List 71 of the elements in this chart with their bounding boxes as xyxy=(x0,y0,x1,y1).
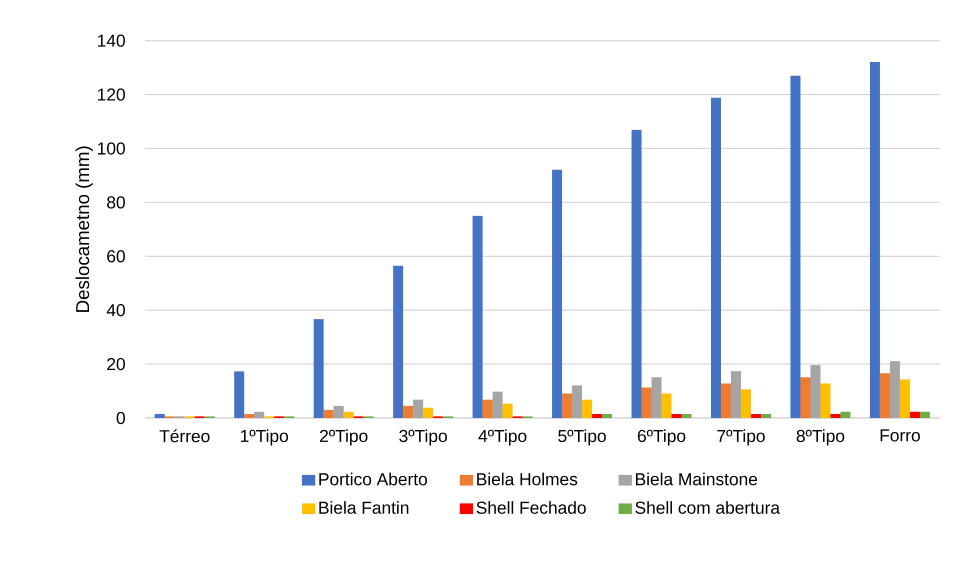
x-tick-label: Térreo xyxy=(160,429,210,442)
bar xyxy=(642,388,652,418)
bar xyxy=(910,412,920,418)
bar xyxy=(154,414,165,418)
bar xyxy=(572,385,582,418)
bar xyxy=(344,412,354,418)
bar xyxy=(870,62,880,418)
x-tick-label: 6ºTipo xyxy=(638,429,686,446)
y-tick-label: 120 xyxy=(98,88,125,101)
bar xyxy=(810,365,820,418)
bar xyxy=(314,319,324,418)
bar xyxy=(324,410,334,418)
y-tick-label: 0 xyxy=(116,412,125,424)
bar xyxy=(244,414,254,418)
bar xyxy=(890,361,900,418)
bar xyxy=(582,400,592,418)
bar xyxy=(234,371,244,418)
legend-label: Shell com abertura xyxy=(635,501,780,514)
bar xyxy=(562,393,572,418)
legend-label: Shell Fechado xyxy=(476,501,586,514)
x-tick-label: 8ºTipo xyxy=(796,429,844,446)
bar xyxy=(413,400,424,418)
legend-label: Biela Holmes xyxy=(477,472,578,486)
x-tick-label: 5ºTipo xyxy=(558,429,606,446)
legend-label: Biela Fantin xyxy=(319,501,408,514)
bar xyxy=(482,400,493,418)
y-tick-label: 40 xyxy=(106,304,125,316)
bar xyxy=(721,384,731,418)
bar xyxy=(502,404,513,418)
bar xyxy=(920,412,930,418)
x-tick-label: 1ºTipo xyxy=(240,429,288,446)
bar xyxy=(820,384,830,418)
bar xyxy=(552,170,562,418)
bar xyxy=(900,379,910,418)
y-tick-label: 60 xyxy=(107,250,125,262)
bar xyxy=(830,414,840,418)
y-tick-label: 80 xyxy=(107,196,125,209)
bar xyxy=(492,392,503,418)
bar xyxy=(662,393,672,418)
bar xyxy=(423,408,434,418)
y-tick-label: 140 xyxy=(98,34,125,47)
bar xyxy=(741,389,752,418)
bar xyxy=(393,266,404,418)
x-tick-label: Forro xyxy=(880,429,920,442)
x-tick-label: 4ºTipo xyxy=(478,429,526,446)
bar xyxy=(880,373,890,418)
bar xyxy=(682,414,692,418)
y-axis-title: Deslocametno (mm) xyxy=(75,146,93,312)
legend-label: Portico Aberto xyxy=(319,472,428,486)
bar xyxy=(592,414,602,418)
bar xyxy=(761,414,771,418)
x-tick-label: 7ºTipo xyxy=(717,429,765,446)
bar xyxy=(602,414,612,418)
bar xyxy=(711,98,721,418)
legend-label: Biela Mainstone xyxy=(636,472,758,486)
bar xyxy=(751,414,761,418)
x-tick-label: 2ºTipo xyxy=(320,429,368,446)
bar xyxy=(800,377,810,418)
bar xyxy=(840,412,850,418)
bar xyxy=(652,377,662,418)
bar xyxy=(790,76,800,418)
bar xyxy=(403,406,414,418)
bar xyxy=(254,412,264,418)
bar xyxy=(334,406,344,418)
bar xyxy=(731,371,742,418)
x-tick-label: 3ºTipo xyxy=(399,429,447,446)
bar xyxy=(632,130,642,418)
y-tick-label: 20 xyxy=(107,358,125,370)
y-tick-label: 100 xyxy=(98,142,125,155)
bar xyxy=(672,414,682,418)
bar xyxy=(472,216,483,418)
